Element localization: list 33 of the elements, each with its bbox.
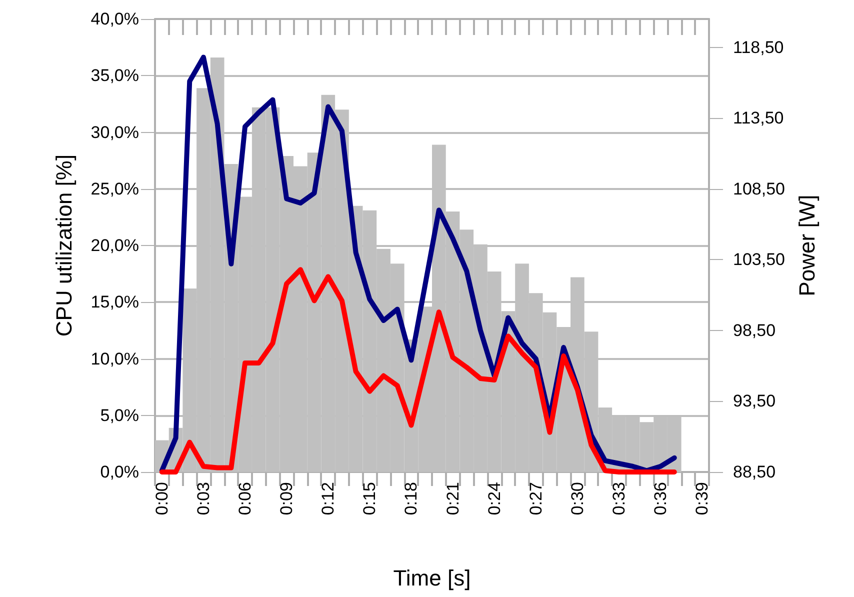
y-tick-label: 0,0%: [100, 462, 139, 482]
y-tick-label: 35,0%: [90, 66, 139, 86]
x-tick-label: 0:03: [194, 482, 213, 516]
y-tick-label: 40,0%: [90, 10, 139, 28]
y-tick-label: 25,0%: [90, 179, 139, 198]
y2-axis-title: Power [W]: [794, 194, 820, 296]
y-tick-label: 30,0%: [90, 122, 139, 142]
x-tick-label: 0:00: [152, 482, 172, 516]
y2-tick-label: 113,50: [733, 108, 784, 128]
y2-tick-label: 98,50: [733, 320, 776, 340]
y-tick-label: 20,0%: [90, 236, 139, 255]
x-tick-label: 0:06: [236, 482, 255, 516]
x-tick-label: 0:21: [443, 482, 462, 516]
x-tick-label: 0:09: [277, 482, 296, 516]
x-axis-title: Time [s]: [393, 566, 471, 590]
x-tick-label: 0:15: [360, 482, 380, 516]
x-tick-label: 0:12: [318, 482, 338, 516]
y2-tick-label: 118,50: [733, 38, 784, 57]
y-tick-label: 15,0%: [90, 292, 139, 312]
x-tick-label: 0:18: [402, 482, 421, 516]
x-tick-label: 0:30: [568, 482, 587, 516]
y2-tick-label: 88,50: [733, 462, 776, 482]
x-tick-label: 0:24: [484, 482, 504, 516]
x-tick-label: 0:36: [651, 482, 670, 516]
x-tick-label: 0:33: [609, 482, 628, 516]
x-tick-label: 0:39: [692, 482, 712, 516]
y-axis-title: CPU utilization [%]: [52, 154, 76, 337]
y2-tick-label: 108,50: [733, 179, 785, 198]
y-tick-label: 5,0%: [100, 406, 139, 425]
x-tick-label: 0:27: [526, 482, 546, 516]
y2-tick-label: 103,50: [733, 250, 785, 270]
y-tick-label: 10,0%: [90, 349, 139, 368]
y2-tick-label: 93,50: [733, 392, 776, 411]
